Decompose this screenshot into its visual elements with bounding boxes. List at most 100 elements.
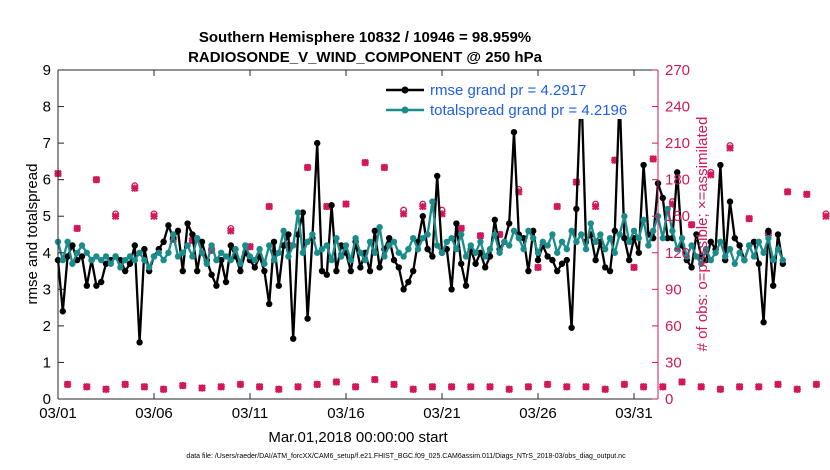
series-rmse-point xyxy=(674,169,681,176)
obs-assimilated-point xyxy=(255,383,264,391)
series-totalspread-point xyxy=(208,242,215,249)
y-left-tick-label: 5 xyxy=(43,208,51,225)
series-totalspread-point xyxy=(496,249,503,256)
series-totalspread-point xyxy=(93,253,100,260)
obs-assimilated-point xyxy=(620,380,629,389)
obs-assimilated-point xyxy=(486,383,494,391)
series-totalspread-point xyxy=(400,253,407,260)
series-rmse-point xyxy=(198,238,206,246)
series-totalspread-point xyxy=(635,234,642,242)
series-totalspread-point xyxy=(515,234,522,242)
obs-assimilated-point xyxy=(591,202,600,211)
series-rmse-point xyxy=(227,242,234,249)
obs-assimilated-point xyxy=(505,385,513,394)
chart-title-line1: Southern Hemisphere 10832 / 10946 = 98.9… xyxy=(199,29,531,46)
series-rmse-point xyxy=(333,267,340,275)
obs-assimilated-point xyxy=(678,378,686,386)
series-totalspread-point xyxy=(102,253,110,260)
series-rmse-point xyxy=(386,234,393,242)
series-totalspread-point xyxy=(362,256,369,264)
series-rmse-point xyxy=(707,238,714,246)
x-tick-label: 03/21 xyxy=(423,405,461,422)
series-rmse-point xyxy=(126,260,134,267)
series-totalspread-point xyxy=(347,256,354,264)
series-totalspread xyxy=(54,198,786,271)
obs-assimilated-point xyxy=(639,383,648,391)
obs-assimilated-point xyxy=(803,190,811,199)
obs-assimilated-point xyxy=(303,163,312,172)
series-rmse-point xyxy=(194,267,201,275)
series-rmse-point xyxy=(270,238,278,246)
obs-assimilated-point xyxy=(735,383,744,391)
y-left-tick-label: 7 xyxy=(43,135,51,152)
y-left-tick-label: 9 xyxy=(43,62,51,79)
series-totalspread-point xyxy=(434,242,441,249)
series-totalspread-point xyxy=(482,253,489,260)
series-totalspread-point xyxy=(304,238,311,246)
series-totalspread-point xyxy=(333,234,340,242)
obs-assimilated-point xyxy=(745,214,753,223)
series-rmse-point xyxy=(64,253,71,260)
obs-assimilated-point xyxy=(553,202,561,211)
obs-assimilated-point xyxy=(726,144,734,152)
series-totalspread-point xyxy=(376,223,383,231)
obs-assimilated-point xyxy=(697,383,705,391)
series-totalspread-point xyxy=(587,220,594,227)
obs-assimilated-point xyxy=(159,385,168,394)
series-rmse-point xyxy=(640,161,647,169)
series-rmse-point xyxy=(93,282,100,289)
series-totalspread-point xyxy=(69,260,76,267)
series-totalspread-point xyxy=(213,256,220,264)
series-totalspread-point xyxy=(405,245,412,253)
legend-spread-marker xyxy=(401,106,409,114)
series-totalspread-point xyxy=(107,260,115,267)
series-rmse-point xyxy=(726,198,734,205)
series-totalspread-point xyxy=(323,242,330,249)
series-totalspread-point xyxy=(717,238,724,246)
series-totalspread-point xyxy=(290,242,297,249)
series-totalspread-point xyxy=(664,205,671,213)
y-right-tick-label: 30 xyxy=(665,354,682,371)
series-rmse-point xyxy=(83,282,91,289)
obs-assimilated-point xyxy=(812,380,821,389)
obs-assimilated-point xyxy=(351,383,360,391)
obs-assimilated-point xyxy=(447,383,456,391)
series-rmse-point xyxy=(78,253,86,260)
series-rmse-point xyxy=(376,264,383,271)
series-totalspread-point xyxy=(750,253,758,260)
series-rmse-point xyxy=(558,260,566,267)
series-totalspread-point xyxy=(606,234,614,242)
series-rmse-point xyxy=(736,242,743,249)
obs-assimilated-point xyxy=(755,383,763,391)
series-rmse-point xyxy=(136,339,143,346)
series-rmse-point xyxy=(434,172,441,180)
obs-assimilated-point xyxy=(774,380,782,389)
series-totalspread-point xyxy=(534,249,542,256)
series-totalspread-point xyxy=(222,253,230,260)
series-rmse-point xyxy=(390,256,398,264)
y-right-tick-label: 0 xyxy=(665,391,673,408)
y-left-tick-label: 6 xyxy=(43,172,51,189)
series-rmse-point xyxy=(400,286,407,293)
series-rmse-point xyxy=(549,256,556,264)
series-totalspread-point xyxy=(366,238,374,246)
series-layer xyxy=(54,79,830,394)
legend-rmse-label: rmse grand pr = 4.2917 xyxy=(430,82,586,99)
series-totalspread-point xyxy=(98,256,105,264)
series-totalspread-point xyxy=(486,245,494,253)
series-totalspread-point xyxy=(294,209,302,216)
obs-assimilated-point xyxy=(409,385,417,394)
series-totalspread-point xyxy=(707,256,714,264)
series-rmse-point xyxy=(477,249,484,256)
series-totalspread-point xyxy=(448,234,455,242)
series-totalspread-point xyxy=(371,249,378,256)
series-rmse xyxy=(54,79,786,346)
series-totalspread-point xyxy=(160,256,167,264)
obs-assimilated-point xyxy=(313,380,321,389)
y-right-tick-label: 90 xyxy=(665,281,682,298)
series-rmse-point xyxy=(395,264,402,271)
series-totalspread-point xyxy=(194,234,201,242)
series-rmse-point xyxy=(98,278,105,286)
obs-assimilated-point xyxy=(783,188,792,196)
series-totalspread-point xyxy=(453,245,460,253)
